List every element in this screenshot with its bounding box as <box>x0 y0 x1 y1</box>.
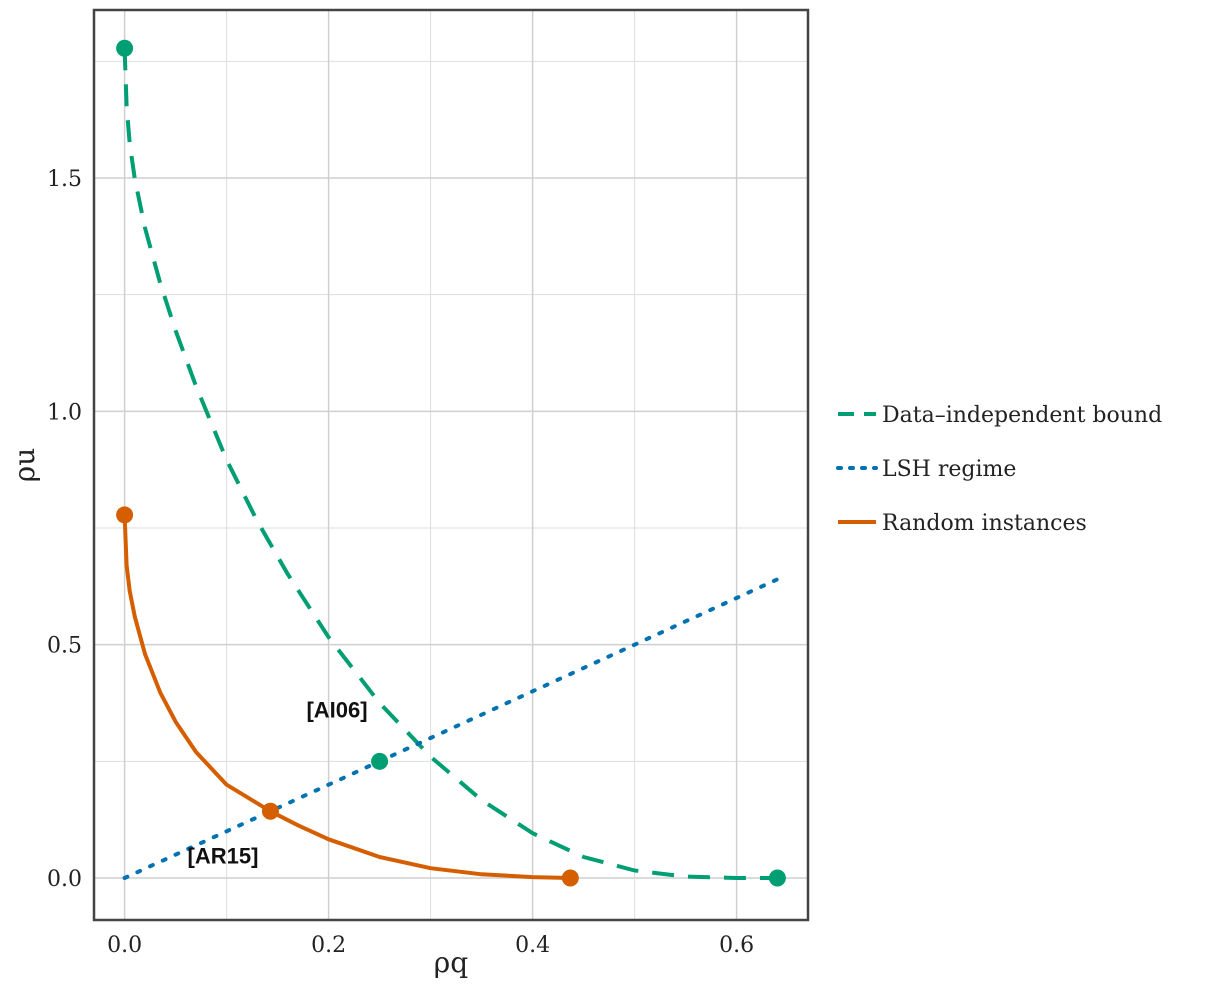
annotation-label: [AI06] <box>306 697 367 722</box>
grid <box>94 10 808 920</box>
marker-layer <box>116 39 786 887</box>
series-line-data-independent-bound <box>122 48 778 880</box>
y-axis-label: ρu <box>8 448 41 483</box>
series-layer <box>122 48 780 880</box>
x-axis-label: ρq <box>434 946 468 979</box>
series-line-lsh-regime <box>122 577 780 880</box>
data-point-data-independent-bound <box>371 752 389 770</box>
data-point-random-instances <box>261 802 279 820</box>
x-tick-label: 0.2 <box>311 933 346 958</box>
x-tick-label: 0.0 <box>107 933 142 958</box>
y-tick-label: 1.0 <box>47 400 82 425</box>
y-tick-label: 1.5 <box>47 167 82 192</box>
annotation-label: [AR15] <box>188 843 259 868</box>
plot-frame <box>92 8 810 922</box>
x-tick-label: 0.4 <box>515 933 550 958</box>
legend: Data–independent bound LSH regime Random i… <box>836 403 1162 536</box>
data-point-data-independent-bound <box>768 869 786 887</box>
x-tick-label: 0.6 <box>719 933 754 958</box>
series-line-random-instances <box>122 514 571 880</box>
legend-label: LSH regime <box>882 457 1016 482</box>
y-tick-label: 0.5 <box>47 634 82 659</box>
data-point-data-independent-bound <box>116 39 134 57</box>
annotation-layer: [AI06] [AR15] <box>188 697 368 868</box>
tick-labels: 0.0 0.2 0.4 0.6 0.0 0.5 1.0 1.5 <box>47 167 754 958</box>
legend-label: Random instances <box>882 511 1087 536</box>
data-point-random-instances <box>561 869 579 887</box>
y-tick-label: 0.0 <box>47 867 82 892</box>
data-point-random-instances <box>116 506 134 524</box>
legend-label: Data–independent bound <box>882 403 1162 428</box>
